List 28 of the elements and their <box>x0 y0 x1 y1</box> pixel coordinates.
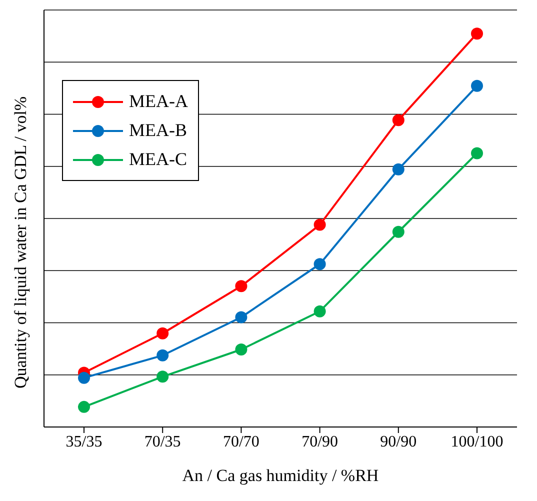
point <box>314 305 326 318</box>
point <box>78 400 90 413</box>
point <box>392 114 404 126</box>
y-axis-title: Quantity of liquid water in Ca GDL / vol% <box>11 96 30 388</box>
legend-label: MEA-C <box>129 149 187 170</box>
x-tick-label: 90/90 <box>380 433 417 450</box>
point <box>156 370 169 383</box>
point <box>471 80 483 92</box>
point <box>156 327 169 340</box>
x-tick-label: 70/70 <box>222 433 260 450</box>
point <box>78 372 90 384</box>
point <box>156 349 169 362</box>
x-tick-label: 70/90 <box>302 433 338 450</box>
x-tick-label: 70/35 <box>144 433 181 450</box>
point <box>235 344 248 356</box>
point <box>314 258 326 270</box>
point <box>235 280 248 292</box>
x-tick-label: 100/100 <box>450 433 504 450</box>
x-axis-title: An / Ca gas humidity / %RH <box>182 466 379 485</box>
point <box>392 226 404 238</box>
point <box>392 163 404 176</box>
point <box>471 28 483 40</box>
point <box>235 311 248 324</box>
legend-label: MEA-B <box>129 120 187 141</box>
x-tick-label: 35/35 <box>66 433 102 450</box>
legend-label: MEA-A <box>129 91 188 112</box>
point <box>314 218 326 231</box>
point <box>471 147 483 160</box>
